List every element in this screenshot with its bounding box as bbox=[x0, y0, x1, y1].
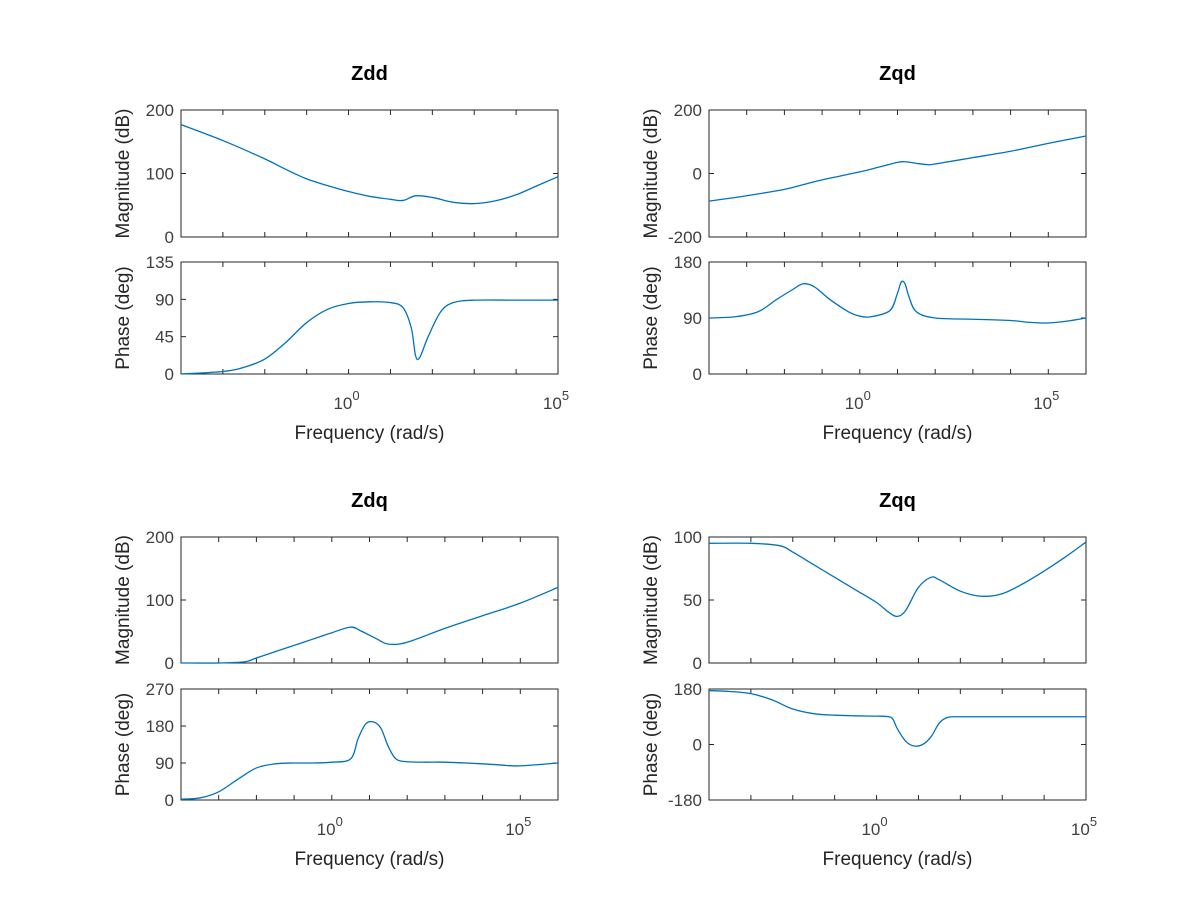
zqq-magnitude-axes-frame bbox=[708, 536, 1087, 664]
xtick-label: 105 bbox=[505, 814, 531, 839]
chart-title: Zdd bbox=[351, 63, 388, 85]
zdq-magnitude-ytick-label: 0 bbox=[165, 654, 174, 673]
zqd-phase-ytick-label: 90 bbox=[683, 309, 702, 328]
xtick-exponent: 0 bbox=[336, 814, 343, 829]
zdq-phase-ytick-label: 90 bbox=[155, 754, 174, 773]
zqq-magnitude-ylabel: Magnitude (dB) bbox=[641, 535, 662, 665]
zqd-magnitude-ytick-label: 0 bbox=[693, 165, 702, 184]
xtick-label: 105 bbox=[1071, 814, 1097, 839]
zdq-phase-axes-frame bbox=[180, 688, 559, 801]
zdq-phase-ytick-label: 0 bbox=[165, 791, 174, 810]
zqq-phase-curve bbox=[708, 689, 1086, 747]
xtick-label: 100 bbox=[845, 388, 871, 413]
zqq-phase-ytick-label: 0 bbox=[693, 736, 702, 755]
zqq-phase-axes-frame bbox=[708, 688, 1087, 801]
zdq-magnitude-ylabel: Magnitude (dB) bbox=[113, 535, 134, 665]
zqq-phase-ytick-label: 180 bbox=[674, 680, 702, 699]
zdd-phase-axes-frame bbox=[180, 261, 559, 375]
zdq-phase-curve bbox=[180, 720, 559, 800]
zqd-magnitude-ylabel: Magnitude (dB) bbox=[641, 109, 662, 239]
xtick-label: 105 bbox=[543, 388, 569, 413]
zqq-magnitude-ytick-label: 100 bbox=[674, 528, 702, 547]
zqd-phase-ylabel: Phase (deg) bbox=[641, 266, 662, 370]
zdd-phase-ylabel: Phase (deg) bbox=[113, 266, 134, 370]
zdq-phase-ytick-label: 270 bbox=[146, 680, 174, 699]
xtick-exponent: 0 bbox=[880, 814, 887, 829]
zdd-magnitude-curve bbox=[180, 124, 559, 205]
zdd-phase-ytick-label: 45 bbox=[155, 328, 174, 347]
zdd-magnitude-axes-frame bbox=[180, 109, 559, 238]
zdq-phase-ytick-label: 180 bbox=[146, 717, 174, 736]
zdd-phase-ytick-label: 135 bbox=[146, 253, 174, 272]
xlabel: Frequency (rad/s) bbox=[823, 423, 973, 444]
zdd-magnitude-ytick-label: 100 bbox=[146, 165, 174, 184]
zdq-magnitude-ytick-label: 200 bbox=[146, 528, 174, 547]
zqd-magnitude-ytick-label: 200 bbox=[674, 101, 702, 120]
zdq-magnitude-ytick-label: 100 bbox=[146, 591, 174, 610]
zqd-phase-axes-frame bbox=[708, 261, 1087, 375]
xtick-exponent: 5 bbox=[1090, 814, 1097, 829]
zqq-magnitude-curve bbox=[708, 541, 1087, 618]
chart-title: Zqq bbox=[879, 490, 916, 512]
zqq-magnitude-ytick-label: 50 bbox=[683, 591, 702, 610]
zdd-magnitude-ylabel: Magnitude (dB) bbox=[113, 109, 134, 239]
zqq-phase-ytick-label: -180 bbox=[668, 791, 702, 810]
zqd-phase-curve bbox=[708, 280, 1087, 324]
xlabel: Frequency (rad/s) bbox=[295, 423, 445, 444]
zqd-phase-ytick-label: 180 bbox=[674, 253, 702, 272]
zqd-magnitude-ytick-label: -200 bbox=[668, 228, 702, 247]
zqq-phase-ylabel: Phase (deg) bbox=[641, 693, 662, 797]
xtick-exponent: 5 bbox=[1052, 388, 1059, 403]
zdd-magnitude-ytick-label: 200 bbox=[146, 101, 174, 120]
xtick-label: 100 bbox=[317, 814, 343, 839]
zdq-phase-ylabel: Phase (deg) bbox=[113, 693, 134, 797]
xtick-exponent: 5 bbox=[562, 388, 569, 403]
xtick-label: 100 bbox=[861, 814, 887, 839]
zdq-magnitude-axes-frame bbox=[180, 536, 559, 664]
zdq-magnitude-curve bbox=[180, 586, 559, 664]
zqq-magnitude-ytick-label: 0 bbox=[693, 654, 702, 673]
xlabel: Frequency (rad/s) bbox=[823, 849, 973, 870]
chart-title: Zqd bbox=[879, 63, 916, 85]
xtick-label: 100 bbox=[333, 388, 359, 413]
zdd-magnitude-ytick-label: 0 bbox=[165, 228, 174, 247]
zdd-phase-curve bbox=[180, 299, 558, 375]
xtick-label: 105 bbox=[1033, 388, 1059, 413]
zqd-magnitude-curve bbox=[708, 135, 1087, 202]
zqd-phase-ytick-label: 0 bbox=[693, 365, 702, 384]
xtick-exponent: 5 bbox=[524, 814, 531, 829]
zdd-phase-ytick-label: 90 bbox=[155, 290, 174, 309]
panel-zqd: Zqd -200 0 200 Magnitude (dB) 0 90 180 100 105 Pha… bbox=[641, 63, 1087, 444]
zdd-phase-ytick-label: 0 bbox=[165, 365, 174, 384]
xtick-exponent: 0 bbox=[864, 388, 871, 403]
xtick-exponent: 0 bbox=[352, 388, 359, 403]
xlabel: Frequency (rad/s) bbox=[295, 849, 445, 870]
chart-title: Zdq bbox=[351, 490, 388, 512]
zqd-magnitude-axes-frame bbox=[708, 109, 1087, 238]
